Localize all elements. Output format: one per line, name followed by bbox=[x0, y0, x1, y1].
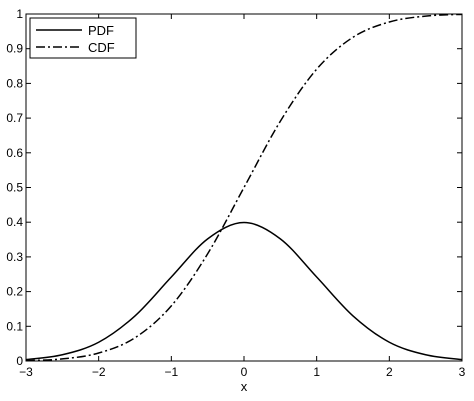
y-tick-label: 0.2 bbox=[6, 285, 23, 299]
y-tick-label: 0 bbox=[16, 354, 23, 368]
y-tick-label: 1 bbox=[16, 7, 23, 21]
y-tick-label: 0.6 bbox=[6, 146, 23, 160]
x-axis-label: x bbox=[241, 379, 248, 394]
x-tick-label: 0 bbox=[241, 365, 248, 379]
legend-label-pdf: PDF bbox=[88, 23, 114, 38]
axis-ticks: −3 −2 −1 0 1 2 3 0 0.1 0.2 0.3 0.4 0.5 0.6 0.7 0.8 0.9 1 bbox=[6, 7, 465, 379]
x-tick-label: −1 bbox=[164, 365, 178, 379]
y-tick-label: 0.7 bbox=[6, 111, 23, 125]
y-tick-label: 0.4 bbox=[6, 215, 23, 229]
y-tick-label: 0.8 bbox=[6, 76, 23, 90]
x-tick-label: 3 bbox=[459, 365, 466, 379]
series-line-pdf bbox=[25, 221, 463, 361]
y-tick-label: 0.1 bbox=[6, 319, 23, 333]
legend: PDF CDF bbox=[29, 17, 137, 59]
y-tick-label: 0.3 bbox=[6, 250, 23, 264]
axes-box bbox=[25, 13, 463, 362]
plot-curves bbox=[25, 13, 463, 362]
legend-label-cdf: CDF bbox=[88, 40, 115, 55]
series-line-cdf bbox=[25, 13, 463, 362]
x-tick-label: −3 bbox=[19, 365, 33, 379]
x-tick-label: 2 bbox=[386, 365, 393, 379]
x-tick-label: −2 bbox=[92, 365, 106, 379]
y-tick-label: 0.5 bbox=[6, 181, 23, 195]
y-tick-label: 0.9 bbox=[6, 42, 23, 56]
x-tick-label: 1 bbox=[313, 365, 320, 379]
legend-box bbox=[29, 17, 137, 59]
